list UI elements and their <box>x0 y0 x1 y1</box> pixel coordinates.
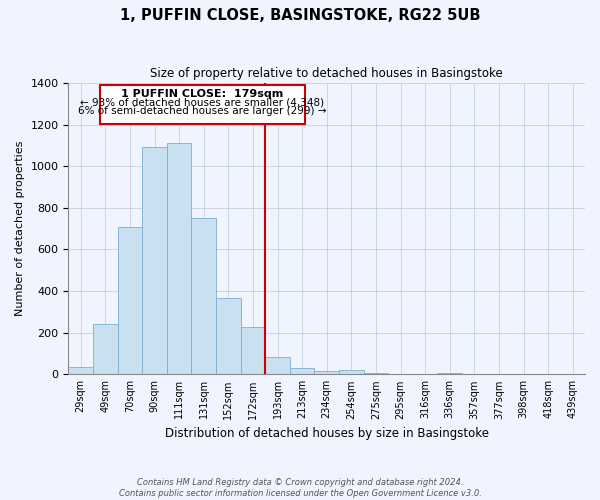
Bar <box>118 226 142 374</box>
Bar <box>100 84 305 124</box>
Text: 6% of semi-detached houses are larger (299) →: 6% of semi-detached houses are larger (2… <box>78 106 327 116</box>
Text: ← 93% of detached houses are smaller (4,348): ← 93% of detached houses are smaller (4,… <box>80 98 325 108</box>
Bar <box>191 218 216 374</box>
Y-axis label: Number of detached properties: Number of detached properties <box>15 141 25 316</box>
Bar <box>241 328 265 374</box>
Bar <box>265 356 290 374</box>
Bar <box>142 146 167 374</box>
Text: 1, PUFFIN CLOSE, BASINGSTOKE, RG22 5UB: 1, PUFFIN CLOSE, BASINGSTOKE, RG22 5UB <box>120 8 480 22</box>
Bar <box>68 367 93 374</box>
Bar <box>93 324 118 374</box>
Bar <box>216 298 241 374</box>
Text: 1 PUFFIN CLOSE:  179sqm: 1 PUFFIN CLOSE: 179sqm <box>121 90 284 100</box>
Bar <box>290 368 314 374</box>
Title: Size of property relative to detached houses in Basingstoke: Size of property relative to detached ho… <box>151 68 503 80</box>
Bar <box>314 371 339 374</box>
Text: Contains HM Land Registry data © Crown copyright and database right 2024.
Contai: Contains HM Land Registry data © Crown c… <box>119 478 481 498</box>
Bar <box>167 144 191 374</box>
Bar <box>339 370 364 374</box>
X-axis label: Distribution of detached houses by size in Basingstoke: Distribution of detached houses by size … <box>165 427 489 440</box>
